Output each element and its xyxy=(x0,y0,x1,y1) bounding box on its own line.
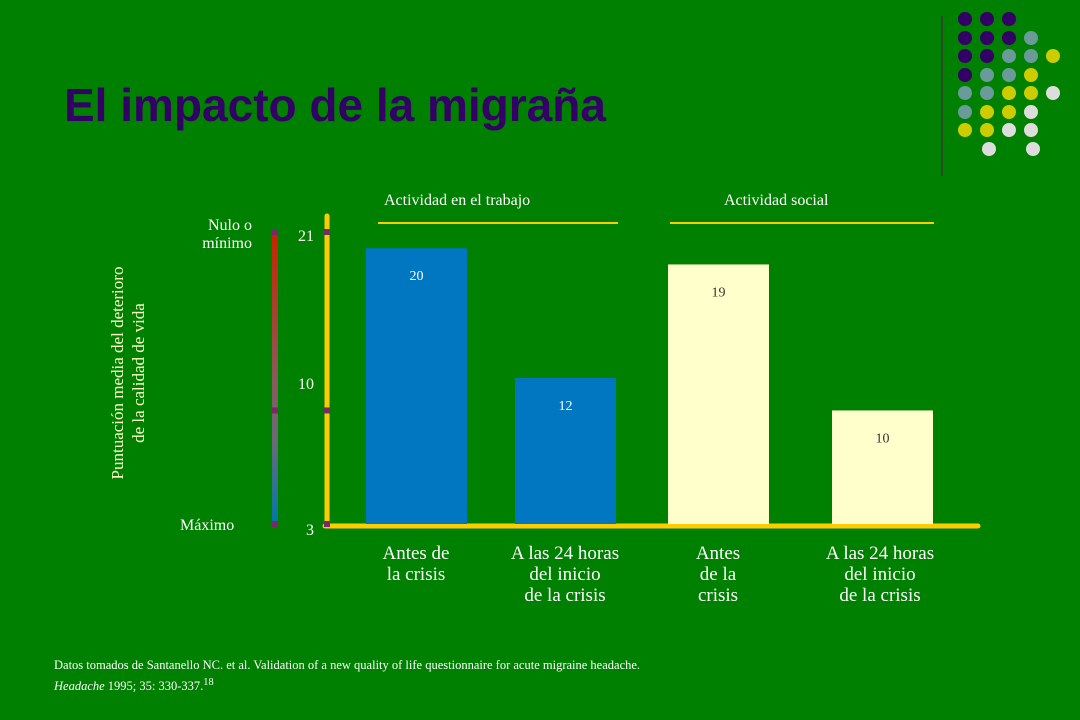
citation-line-1: Datos tomados de Santanello NC. et al. V… xyxy=(54,658,641,672)
x-category-line: crisis xyxy=(697,584,739,606)
decorative-dot xyxy=(958,30,972,45)
x-category-line: de la crisis xyxy=(524,584,606,606)
group-underline-social xyxy=(670,222,934,224)
decorative-dot xyxy=(958,67,972,82)
bar xyxy=(668,264,769,524)
scale-tick-mark xyxy=(272,407,278,414)
decorative-dot xyxy=(980,123,994,137)
x-category-label: A las 24 horas del inicio de la crisis xyxy=(800,543,960,607)
decorative-dot xyxy=(1026,141,1040,156)
x-category-line: de la crisis xyxy=(839,584,921,606)
bar xyxy=(366,248,467,524)
y-tick-label: 3 xyxy=(306,522,314,539)
decorative-dot xyxy=(1024,49,1038,63)
slide-title: El impacto de la migraña xyxy=(64,79,606,131)
x-category-label: Antes de la crisis xyxy=(668,543,768,607)
group-label-social: Actividad social xyxy=(724,192,829,209)
decorative-dot xyxy=(958,12,972,26)
decorative-dot xyxy=(1046,86,1060,100)
data-label: 12 xyxy=(559,399,573,414)
severity-gradient-bar xyxy=(272,232,278,524)
citation-details: 1995; 35: 330-337. xyxy=(104,679,204,694)
decorative-dot xyxy=(980,67,994,82)
scale-tick-mark xyxy=(272,521,278,527)
y-tick-label: 21 xyxy=(298,228,314,245)
decorative-divider xyxy=(941,16,943,176)
decorative-dot xyxy=(980,30,994,45)
citation-line-2: Headache 1995; 35: 330-337.18 xyxy=(54,675,640,697)
x-category-label: A las 24 horas del inicio de la crisis xyxy=(490,543,640,607)
bar xyxy=(832,410,933,524)
decorative-dot xyxy=(1024,67,1038,82)
scale-top-label: Nulo o mínimo xyxy=(202,217,252,252)
group-underline-work xyxy=(378,222,618,224)
decorative-dot xyxy=(1024,86,1038,100)
decorative-dot xyxy=(1024,30,1038,45)
x-category-line: A las 24 horas xyxy=(510,543,620,564)
x-category-line: del inicio xyxy=(529,563,601,585)
decorative-dot xyxy=(1046,49,1060,63)
decorative-dot xyxy=(982,141,996,156)
y-tick-label: 10 xyxy=(298,376,314,393)
y-tick-mark xyxy=(324,229,330,235)
x-category-line: la crisis xyxy=(386,563,446,585)
y-tick-mark xyxy=(324,407,330,414)
source-citation: Datos tomados de Santanello NC. et al. V… xyxy=(54,656,640,697)
decorative-dot-grid xyxy=(958,12,1068,162)
decorative-dot xyxy=(1024,104,1038,119)
decorative-dot xyxy=(1002,104,1016,119)
decorative-dot xyxy=(958,104,972,119)
scale-tick-mark xyxy=(272,229,278,235)
x-category-line: Antes de xyxy=(382,543,450,564)
group-label-work: Actividad en el trabajo xyxy=(384,192,531,209)
decorative-dot xyxy=(1002,86,1016,100)
reference-number: 18 xyxy=(203,677,214,689)
journal-name: Headache xyxy=(54,679,105,694)
x-category-label: Antes de la crisis xyxy=(356,543,476,586)
decorative-dot xyxy=(1002,123,1016,137)
decorative-dot xyxy=(980,49,994,63)
scale-bottom-label: Máximo xyxy=(180,517,235,534)
x-category-line: de la xyxy=(699,563,737,585)
x-category-line: del inicio xyxy=(844,563,916,585)
data-label: 10 xyxy=(876,431,890,446)
data-label: 20 xyxy=(410,269,424,284)
decorative-dot xyxy=(958,123,972,137)
decorative-dot xyxy=(980,104,994,119)
decorative-dot xyxy=(1002,49,1016,63)
decorative-dot xyxy=(980,12,994,26)
x-category-line: A las 24 horas xyxy=(825,543,935,564)
decorative-dot xyxy=(1024,123,1038,137)
bar xyxy=(515,378,616,524)
decorative-dot xyxy=(958,49,972,63)
decorative-dot xyxy=(1002,67,1016,82)
data-label: 19 xyxy=(712,285,726,300)
y-tick-mark xyxy=(324,521,330,527)
decorative-dot xyxy=(1002,30,1016,45)
decorative-dot xyxy=(958,86,972,100)
decorative-dot xyxy=(1002,12,1016,26)
decorative-dot xyxy=(980,86,994,100)
x-category-line: Antes xyxy=(695,543,741,564)
